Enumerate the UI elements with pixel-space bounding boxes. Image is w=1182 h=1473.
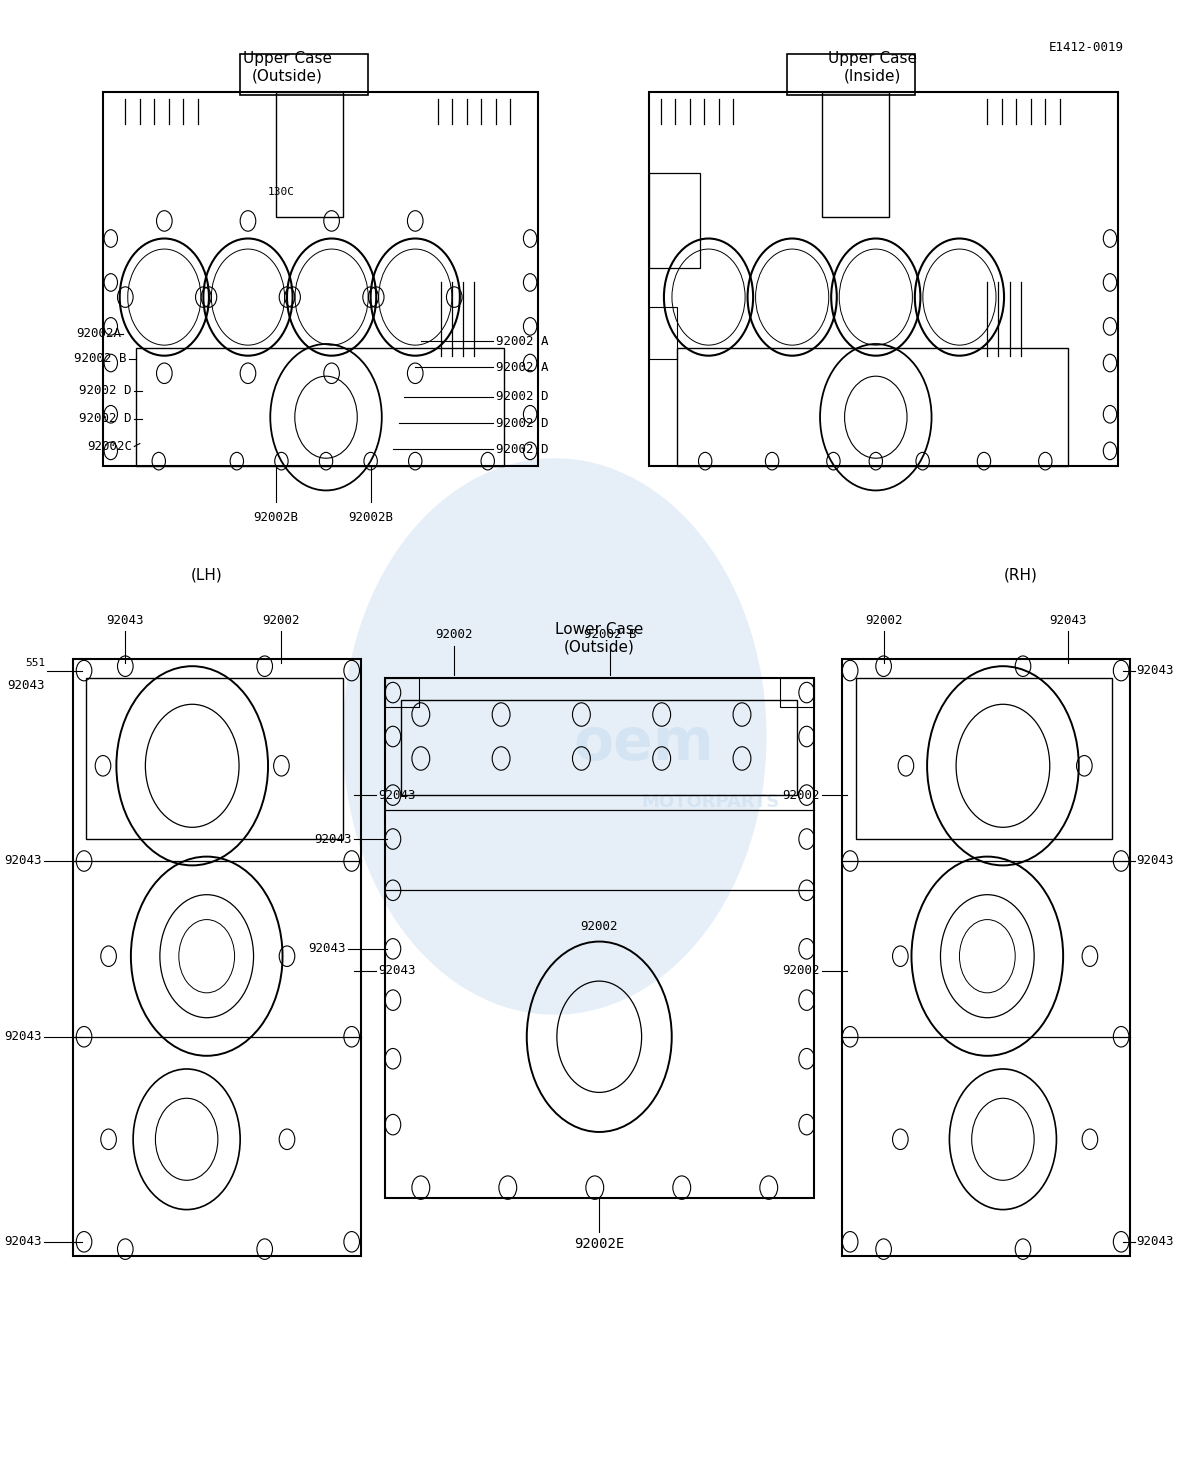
Bar (240, 55, 369, 94)
Bar (73, 658, 361, 1256)
Text: (RH): (RH) (1004, 569, 1038, 583)
Bar (86, 678, 343, 840)
Text: 92002 B: 92002 B (584, 629, 637, 641)
Text: (LH): (LH) (190, 569, 222, 583)
Text: Lower Case
(Outside): Lower Case (Outside) (556, 622, 643, 654)
Text: 92043: 92043 (7, 679, 45, 692)
Text: 92002: 92002 (580, 921, 618, 934)
Bar (780, 678, 814, 707)
Bar (103, 91, 538, 465)
Text: E1412-0019: E1412-0019 (1048, 41, 1123, 55)
Text: 92043: 92043 (378, 965, 416, 978)
Text: 92043: 92043 (1048, 614, 1086, 626)
Text: 92002A: 92002A (76, 327, 121, 340)
Text: 92002: 92002 (782, 965, 820, 978)
Bar (856, 678, 1112, 840)
Bar (136, 348, 505, 465)
Text: 130C: 130C (268, 187, 296, 196)
Text: 92002: 92002 (865, 614, 902, 626)
Text: 92043: 92043 (1137, 854, 1174, 868)
Bar (823, 91, 889, 217)
Bar (649, 91, 1118, 465)
Text: 92002B: 92002B (253, 511, 298, 524)
Text: 92043: 92043 (314, 832, 352, 846)
Text: 92002 B: 92002 B (74, 352, 126, 365)
Text: 92043: 92043 (309, 943, 346, 956)
Circle shape (343, 458, 766, 1015)
Bar (649, 172, 700, 268)
Text: Upper Case
(Inside): Upper Case (Inside) (827, 52, 917, 84)
Bar (385, 678, 418, 707)
Text: 92002: 92002 (262, 614, 300, 626)
Text: 92002: 92002 (782, 788, 820, 801)
Text: 92002 A: 92002 A (495, 361, 548, 374)
Text: 92002E: 92002E (574, 1237, 624, 1252)
Text: 92002 D: 92002 D (495, 443, 548, 457)
Text: 551: 551 (25, 658, 45, 669)
Bar (786, 55, 915, 94)
Bar (401, 700, 797, 795)
Text: 92043: 92043 (5, 1236, 41, 1248)
Text: oem: oem (573, 716, 714, 772)
Text: 92043: 92043 (1137, 664, 1174, 678)
Bar (275, 91, 343, 217)
Text: 92002B: 92002B (349, 511, 394, 524)
Text: 92002 D: 92002 D (79, 412, 132, 426)
Text: Upper Case
(Outside): Upper Case (Outside) (242, 52, 331, 84)
Bar (649, 308, 677, 358)
Text: 92043: 92043 (5, 1030, 41, 1043)
Text: 92043: 92043 (378, 788, 416, 801)
Text: 92002 D: 92002 D (79, 384, 132, 398)
Text: 92043: 92043 (5, 854, 41, 868)
Text: 92002 D: 92002 D (495, 417, 548, 430)
Bar (385, 678, 814, 1198)
Text: 92002C: 92002C (87, 440, 132, 454)
Text: 92002 A: 92002 A (495, 334, 548, 348)
Text: MOTORPARTS: MOTORPARTS (642, 794, 780, 812)
Text: 92002 D: 92002 D (495, 390, 548, 404)
Bar (677, 348, 1067, 465)
Text: 92043: 92043 (1137, 1236, 1174, 1248)
Bar (843, 658, 1130, 1256)
Text: 92043: 92043 (106, 614, 144, 626)
Text: 92002: 92002 (435, 629, 473, 641)
